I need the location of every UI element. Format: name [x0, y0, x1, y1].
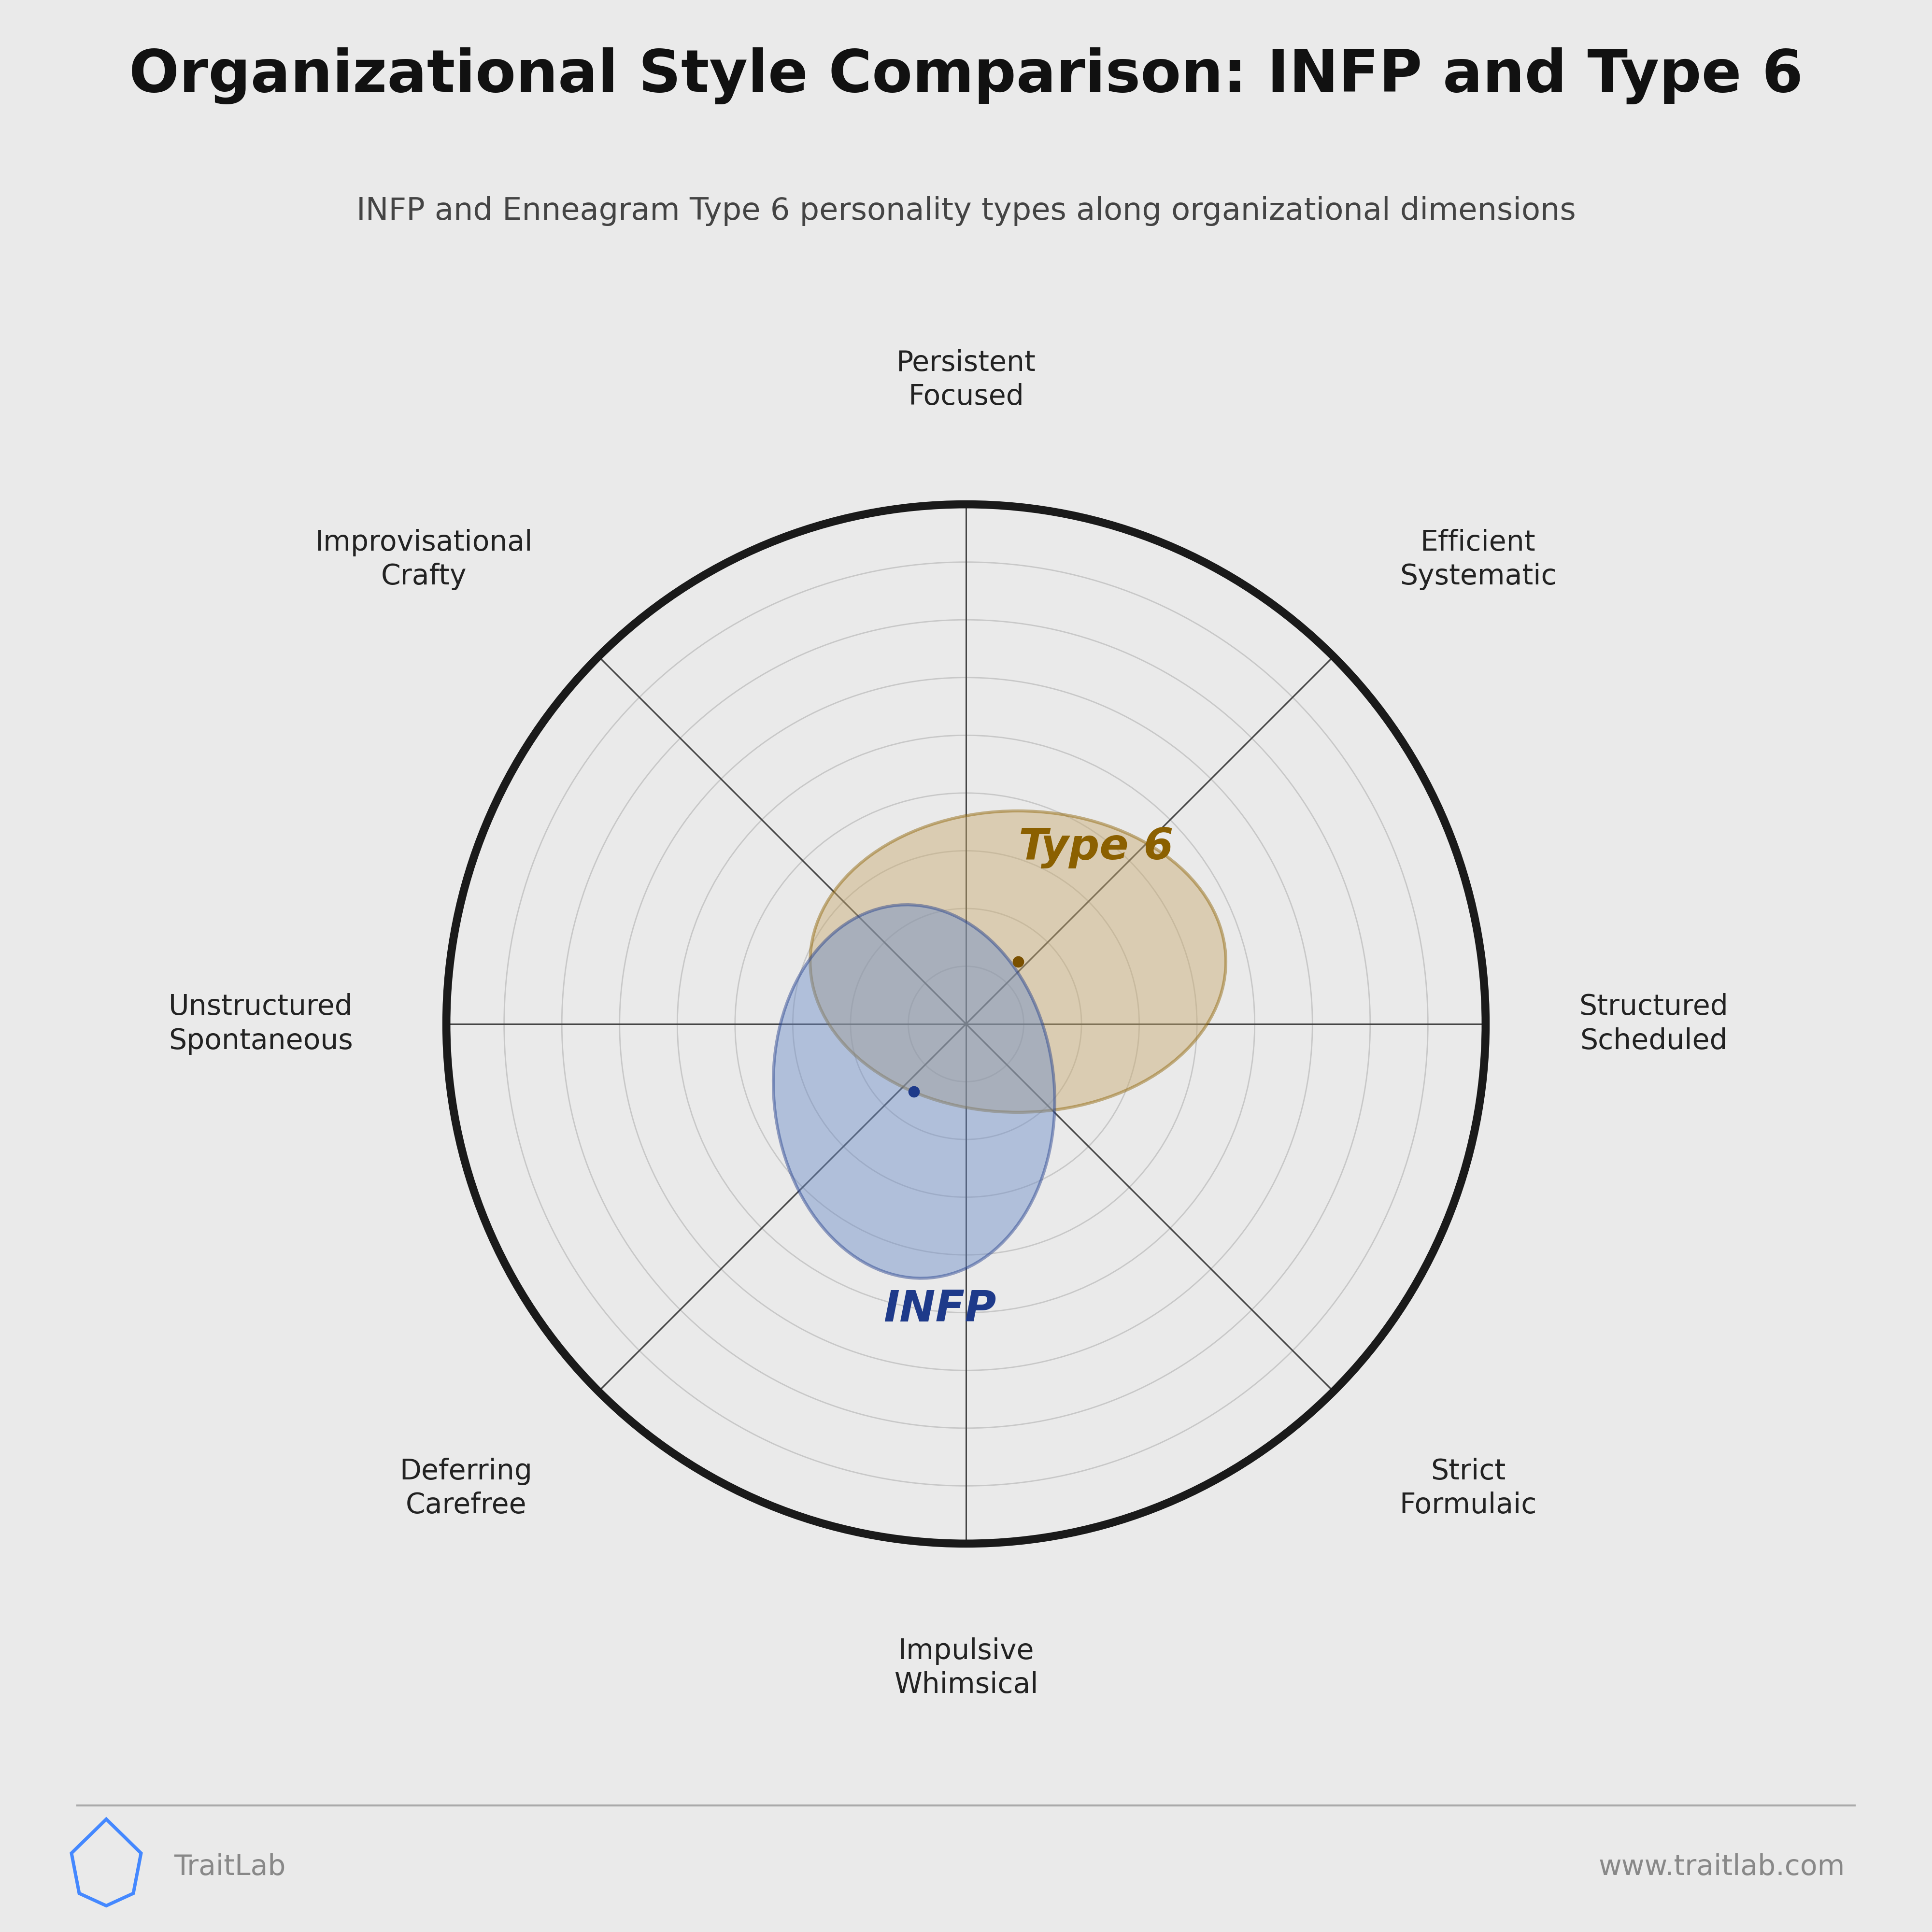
- Text: Impulsive
Whimsical: Impulsive Whimsical: [895, 1636, 1037, 1698]
- Ellipse shape: [773, 904, 1055, 1279]
- Text: Strict
Formulaic: Strict Formulaic: [1399, 1457, 1538, 1519]
- Text: Deferring
Carefree: Deferring Carefree: [400, 1457, 533, 1519]
- Text: Improvisational
Crafty: Improvisational Crafty: [315, 529, 533, 591]
- Text: Organizational Style Comparison: INFP and Type 6: Organizational Style Comparison: INFP an…: [129, 46, 1803, 104]
- Text: INFP and Enneagram Type 6 personality types along organizational dimensions: INFP and Enneagram Type 6 personality ty…: [355, 195, 1577, 226]
- Text: Efficient
Systematic: Efficient Systematic: [1399, 529, 1557, 591]
- Text: Structured
Scheduled: Structured Scheduled: [1578, 993, 1729, 1055]
- Text: Unstructured
Spontaneous: Unstructured Spontaneous: [168, 993, 354, 1055]
- Text: Persistent
Focused: Persistent Focused: [896, 350, 1036, 412]
- Text: INFP: INFP: [883, 1289, 997, 1331]
- Text: TraitLab: TraitLab: [174, 1853, 286, 1882]
- Text: Type 6: Type 6: [1018, 827, 1173, 867]
- Ellipse shape: [810, 811, 1225, 1113]
- Text: www.traitlab.com: www.traitlab.com: [1598, 1853, 1845, 1882]
